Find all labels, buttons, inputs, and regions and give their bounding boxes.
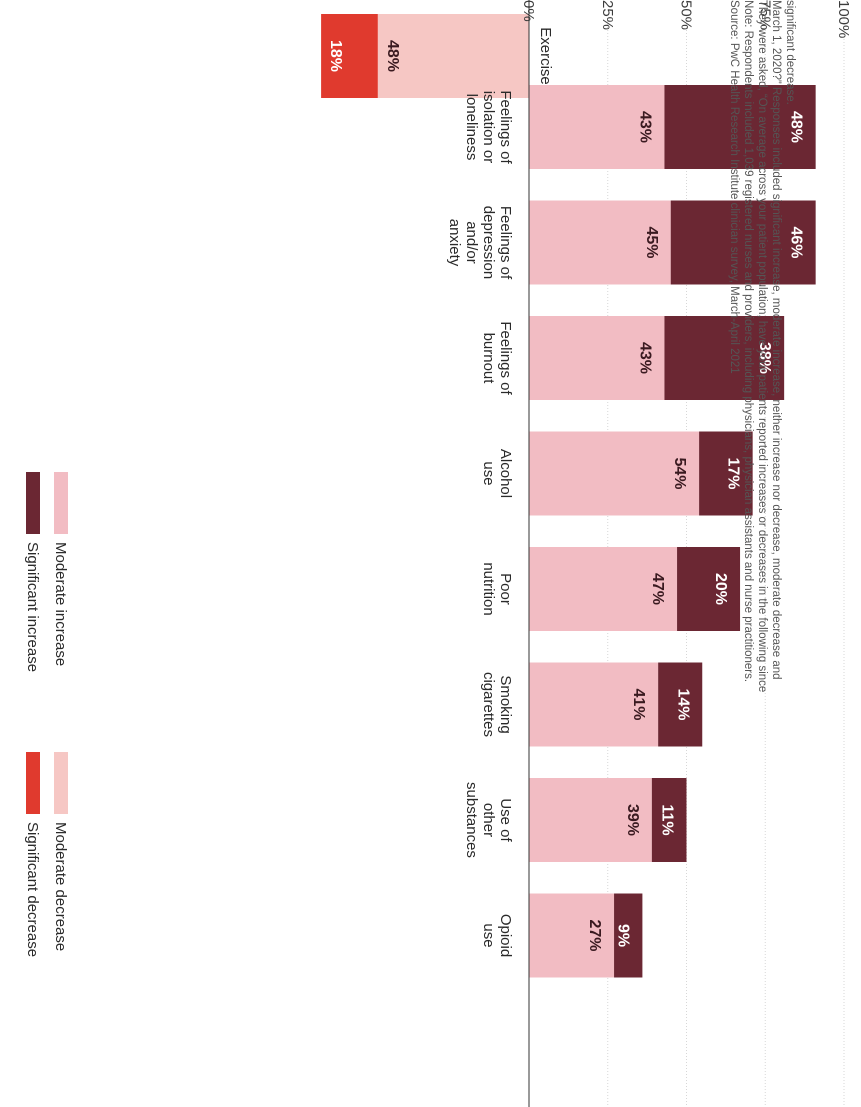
bar-moderate-increase — [529, 431, 700, 516]
bar-moderate-increase — [529, 316, 665, 400]
legend-swatch — [26, 752, 40, 814]
data-label-moderate: 43% — [636, 342, 653, 374]
legend-label: Moderate decrease — [52, 822, 69, 951]
data-label-moderate: 39% — [624, 804, 641, 836]
x-tick-label-exercise: Exercise — [537, 27, 554, 85]
data-label-significant: 38% — [756, 342, 773, 374]
bar-moderate-increase — [529, 200, 671, 285]
x-tick-label: Alcoholuse — [480, 449, 514, 498]
note-text: March 1, 2020?” Responses included signi… — [770, 0, 782, 680]
legend-label: Significant decrease — [24, 822, 41, 957]
x-tick-label: Poornutrition — [480, 562, 514, 615]
data-label-significant: 17% — [725, 457, 742, 489]
legend-swatch — [54, 472, 68, 534]
source-notes: Source: PwC Health Research Institute cl… — [728, 0, 796, 692]
bar-moderate-increase — [529, 662, 659, 747]
bar-moderate-increase — [529, 893, 615, 978]
note-text: significant decrease. — [784, 0, 796, 105]
bar-significant-increase — [677, 547, 741, 631]
x-tick-label: Opioiduse — [480, 914, 514, 957]
source-text: Source: PwC Health Research Institute cl… — [728, 0, 740, 374]
bar-significant-decrease — [321, 14, 378, 98]
note-text: Note: Respondents included 1,039 registe… — [742, 0, 754, 682]
bar-moderate-increase — [529, 547, 678, 631]
y-tick-label: 25% — [599, 0, 616, 30]
x-tick-label: Use ofothersubstances — [463, 782, 514, 858]
bar-moderate-increase — [529, 85, 665, 169]
bar-significant-increase — [670, 200, 816, 285]
legend: Significant increase Moderate increase Sig… — [24, 472, 69, 957]
bars: 43% 48% 45% 46% 43% 38% 54% 17% 47% 20% 41% 14% 39% 1… — [321, 14, 816, 978]
legend-label: Significant increase — [24, 542, 41, 672]
data-label-moderate: 45% — [643, 226, 660, 258]
y-tick-label: 100% — [835, 0, 852, 38]
bar-significant-increase — [658, 662, 703, 747]
x-tick-label: Feelings ofisolation orloneliness — [463, 90, 514, 164]
x-tick-label: Smokingcigarettes — [480, 672, 514, 737]
data-label-significant: 20% — [712, 573, 729, 605]
note-text: They were asked, “On average across your… — [756, 0, 768, 692]
x-axis: Feelings ofisolation orloneliness Feeling… — [446, 0, 554, 1107]
data-label-moderate: 47% — [649, 573, 666, 605]
data-label-significant: 11% — [659, 804, 676, 835]
y-tick-label: 75% — [756, 0, 773, 30]
y-tick-label: 50% — [678, 0, 695, 30]
legend-swatch — [54, 752, 68, 814]
data-label-moderate-decrease: 48% — [384, 40, 401, 72]
data-label-significant: 48% — [788, 111, 805, 143]
data-label-moderate: 54% — [671, 457, 688, 489]
bar-significant-increase — [651, 778, 687, 862]
data-label-significant: 46% — [788, 226, 805, 258]
data-label-significant-decrease: 18% — [327, 40, 344, 72]
bar-significant-increase — [664, 85, 816, 169]
data-label-moderate: 41% — [630, 688, 647, 720]
x-tick-label: Feelings ofdepressionand/oranxiety — [446, 206, 514, 280]
bar-moderate-increase — [529, 778, 652, 862]
data-label-significant: 9% — [614, 924, 631, 947]
bar-significant-increase — [699, 431, 753, 516]
y-axis: 0% 25% 50% 75% 100% — [520, 0, 852, 38]
bar-significant-increase — [614, 893, 643, 978]
data-label-moderate: 43% — [636, 111, 653, 143]
data-label-moderate: 27% — [586, 919, 603, 951]
legend-label: Moderate increase — [52, 542, 69, 666]
legend-swatch — [26, 472, 40, 534]
bar-moderate-decrease — [377, 14, 529, 98]
bar-significant-increase — [664, 316, 785, 400]
x-tick-label: Feelings ofburnout — [480, 321, 514, 395]
data-label-significant: 14% — [674, 688, 691, 720]
